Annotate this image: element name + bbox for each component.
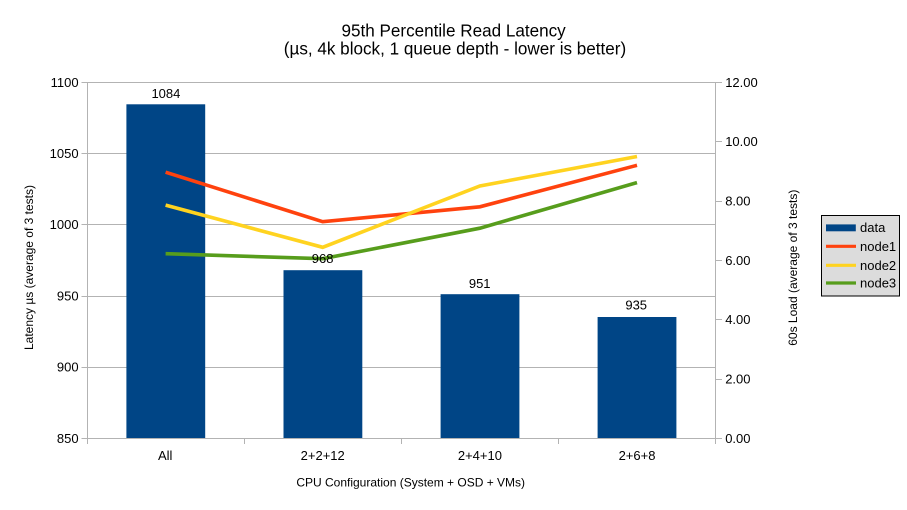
svg-text:6.00: 6.00 xyxy=(725,253,750,268)
svg-text:951: 951 xyxy=(469,276,491,291)
svg-text:2+2+12: 2+2+12 xyxy=(301,448,345,463)
svg-text:node2: node2 xyxy=(860,258,896,273)
svg-text:900: 900 xyxy=(57,360,79,375)
svg-text:1050: 1050 xyxy=(50,146,79,161)
svg-text:2+6+8: 2+6+8 xyxy=(619,448,656,463)
svg-text:CPU Configuration (System + OS: CPU Configuration (System + OSD + VMs) xyxy=(296,476,525,490)
svg-text:12.00: 12.00 xyxy=(725,75,758,90)
svg-text:node1: node1 xyxy=(860,239,896,254)
svg-text:All: All xyxy=(158,448,173,463)
svg-text:4.00: 4.00 xyxy=(725,312,750,327)
svg-text:95th Percentile Read Latency: 95th Percentile Read Latency xyxy=(341,21,566,40)
svg-text:1100: 1100 xyxy=(51,75,79,90)
svg-text:950: 950 xyxy=(57,288,79,303)
svg-text:1000: 1000 xyxy=(50,217,79,232)
svg-text:1084: 1084 xyxy=(151,86,180,101)
svg-text:850: 850 xyxy=(57,431,79,446)
svg-text:968: 968 xyxy=(312,251,334,266)
svg-text:(µs, 4k block, 1 queue depth -: (µs, 4k block, 1 queue depth - lower is … xyxy=(284,40,626,59)
svg-text:2.00: 2.00 xyxy=(725,372,750,387)
svg-text:60s Load (average of 3 tests): 60s Load (average of 3 tests) xyxy=(786,190,800,346)
svg-text:node3: node3 xyxy=(860,276,896,291)
svg-text:8.00: 8.00 xyxy=(725,193,750,208)
svg-text:Latency µs (average of 3 tests: Latency µs (average of 3 tests) xyxy=(22,185,36,350)
svg-text:data: data xyxy=(860,220,886,235)
svg-text:935: 935 xyxy=(625,298,647,313)
svg-text:2+4+10: 2+4+10 xyxy=(458,448,502,463)
svg-text:10.00: 10.00 xyxy=(725,134,758,149)
svg-text:0.00: 0.00 xyxy=(725,431,750,446)
